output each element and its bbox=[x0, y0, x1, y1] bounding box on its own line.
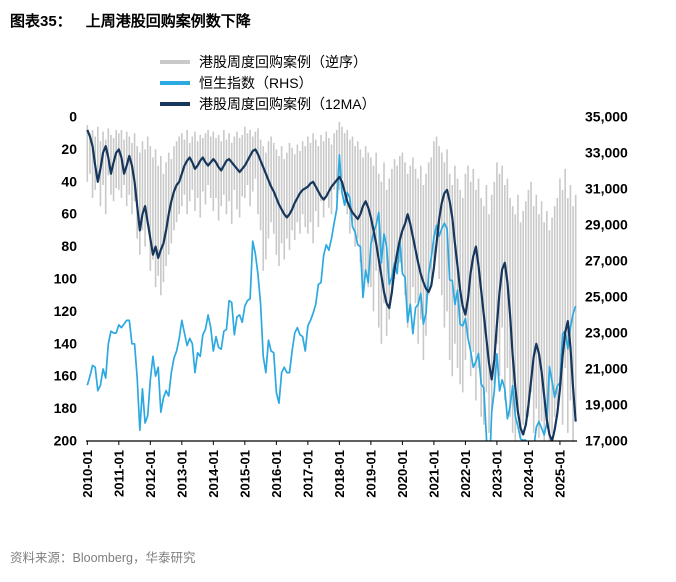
left-tick-label: 100 bbox=[54, 271, 78, 287]
x-tick-label: 2011-01 bbox=[111, 450, 126, 497]
x-tick-label: 2024-01 bbox=[521, 450, 536, 498]
ma12-line bbox=[86, 129, 577, 442]
right-tick-label: 21,000 bbox=[585, 361, 628, 377]
left-tick-label: 120 bbox=[54, 303, 78, 319]
legend-label: 恒生指数（RHS） bbox=[199, 75, 313, 91]
right-tick-label: 31,000 bbox=[585, 181, 628, 197]
left-tick-label: 200 bbox=[54, 433, 78, 449]
legend-item-buyback-weekly: 港股周度回购案例（逆序） bbox=[160, 54, 376, 70]
x-tick-label: 2015-01 bbox=[237, 450, 252, 498]
chart-title-label: 图表35： bbox=[10, 13, 72, 30]
x-tick-label: 2010-01 bbox=[80, 450, 95, 498]
legend-swatch-blue-icon bbox=[160, 81, 190, 85]
x-tick-label: 2016-01 bbox=[269, 450, 284, 498]
chart-title-text: 上周港股回购案例数下降 bbox=[85, 13, 251, 30]
right-tick-label: 19,000 bbox=[585, 397, 628, 413]
x-tick-label: 2021-01 bbox=[426, 450, 441, 498]
x-tick-label: 2013-01 bbox=[174, 450, 189, 498]
x-tick-label: 2014-01 bbox=[206, 450, 221, 498]
x-tick-label: 2025-01 bbox=[552, 450, 567, 498]
right-tick-label: 29,000 bbox=[585, 217, 628, 233]
left-tick-label: 140 bbox=[54, 335, 78, 351]
x-tick-label: 2012-01 bbox=[143, 450, 158, 498]
legend-swatch-navy-icon bbox=[160, 102, 190, 106]
right-tick-label: 17,000 bbox=[585, 433, 628, 449]
legend-item-buyback-12ma: 港股周度回购案例（12MA） bbox=[160, 96, 376, 112]
right-tick-label: 33,000 bbox=[585, 145, 628, 161]
source-text: 资料来源：Bloomberg，华泰研究 bbox=[10, 551, 196, 565]
right-tick-label: 27,000 bbox=[585, 253, 628, 269]
x-tick-label: 2023-01 bbox=[489, 450, 504, 498]
chart-title: 图表35： 上周港股回购案例数下降 bbox=[10, 10, 251, 31]
right-tick-label: 23,000 bbox=[585, 325, 628, 341]
buyback-weekly-bars bbox=[86, 121, 577, 441]
left-tick-label: 40 bbox=[61, 173, 77, 189]
legend-label: 港股周度回购案例（逆序） bbox=[199, 54, 367, 70]
left-tick-label: 20 bbox=[61, 141, 77, 157]
left-tick-label: 60 bbox=[61, 206, 77, 222]
right-tick-label: 25,000 bbox=[585, 289, 628, 305]
left-tick-label: 80 bbox=[61, 238, 77, 254]
legend-swatch-gray-icon bbox=[160, 60, 190, 64]
legend: 港股周度回购案例（逆序） 恒生指数（RHS） 港股周度回购案例（12MA） bbox=[160, 54, 376, 112]
x-tick-label: 2017-01 bbox=[300, 450, 315, 498]
hsi-line bbox=[86, 153, 577, 442]
x-tick-label: 2022-01 bbox=[458, 450, 473, 498]
legend-item-hsi: 恒生指数（RHS） bbox=[160, 75, 376, 91]
x-tick-label: 2018-01 bbox=[332, 450, 347, 498]
left-tick-label: 180 bbox=[54, 400, 78, 416]
x-tick-label: 2020-01 bbox=[395, 450, 410, 498]
right-tick-label: 35,000 bbox=[585, 109, 628, 125]
left-tick-label: 0 bbox=[69, 109, 77, 125]
legend-label: 港股周度回购案例（12MA） bbox=[199, 96, 376, 112]
left-tick-label: 160 bbox=[54, 368, 78, 384]
x-tick-label: 2019-01 bbox=[363, 450, 378, 498]
